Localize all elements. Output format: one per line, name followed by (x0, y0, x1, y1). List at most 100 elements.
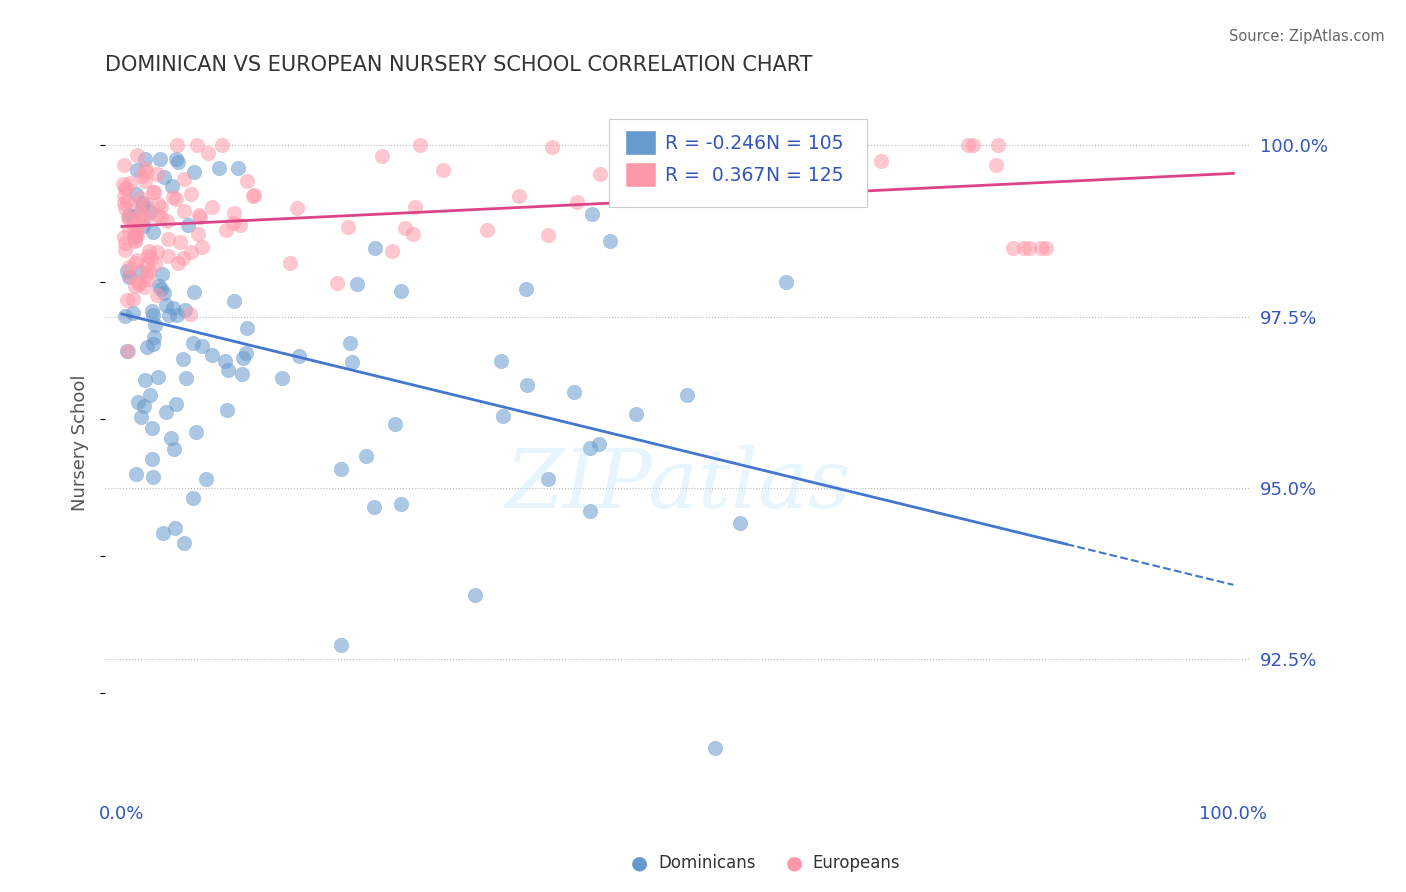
Point (162, 301, 184, 315)
Point (624, 407, 647, 421)
Point (537, 228, 560, 243)
Point (122, 210, 145, 224)
Point (117, 264, 139, 278)
Point (139, 387, 162, 401)
Point (125, 224, 148, 238)
Point (136, 210, 159, 224)
Point (156, 249, 179, 263)
Point (186, 138, 208, 153)
Point (845, 193, 868, 207)
Point (149, 152, 172, 166)
Point (134, 373, 156, 387)
Point (287, 201, 309, 215)
Point (132, 196, 155, 211)
Point (128, 191, 150, 205)
Point (515, 282, 537, 296)
Point (112, 158, 135, 172)
Point (115, 180, 138, 194)
Point (156, 214, 179, 228)
Point (129, 265, 152, 279)
Point (128, 196, 150, 211)
Point (218, 363, 240, 377)
Point (589, 167, 612, 181)
Point (135, 164, 157, 178)
Point (179, 307, 201, 321)
Point (236, 174, 259, 188)
Point (173, 536, 195, 550)
Point (146, 167, 169, 181)
Point (389, 284, 412, 298)
Point (127, 163, 149, 178)
Point (112, 196, 135, 211)
Point (188, 210, 211, 224)
Point (155, 405, 177, 419)
Point (128, 219, 150, 233)
Point (681, 145, 703, 159)
Point (870, 153, 893, 168)
Point (118, 212, 141, 227)
Point (278, 256, 301, 270)
Point (183, 165, 205, 179)
Point (139, 251, 162, 265)
Point (172, 351, 194, 366)
Point (177, 218, 200, 232)
Point (115, 343, 138, 358)
Point (346, 277, 368, 291)
Point (491, 353, 513, 368)
Point (111, 177, 134, 191)
Point (340, 355, 363, 369)
Point (125, 227, 148, 241)
Point (136, 249, 159, 263)
Point (186, 425, 208, 440)
Text: Dominicans: Dominicans (658, 855, 755, 872)
Point (128, 277, 150, 291)
Point (128, 275, 150, 289)
Point (508, 189, 530, 203)
Point (157, 308, 180, 322)
Point (124, 256, 146, 270)
Text: N = 125: N = 125 (766, 166, 844, 185)
Point (166, 308, 188, 322)
Point (1035, 241, 1057, 255)
Point (381, 244, 404, 259)
Point (131, 213, 153, 227)
Point (174, 302, 197, 317)
Point (142, 185, 165, 199)
Point (143, 318, 166, 333)
Point (229, 218, 252, 232)
Point (669, 184, 692, 198)
Point (215, 223, 238, 237)
Point (599, 234, 621, 248)
Point (148, 278, 170, 293)
Point (115, 194, 138, 208)
Point (540, 140, 562, 154)
Point (153, 170, 176, 185)
Point (134, 161, 156, 175)
Point (231, 367, 253, 381)
Point (1018, 241, 1040, 255)
Point (187, 227, 209, 241)
Point (181, 491, 204, 506)
FancyBboxPatch shape (609, 119, 866, 207)
Point (326, 276, 349, 290)
Point (117, 260, 139, 274)
Point (962, 138, 984, 153)
Point (201, 200, 224, 214)
Point (165, 397, 187, 411)
Point (120, 176, 142, 190)
Point (675, 388, 697, 402)
Point (114, 310, 136, 324)
Point (183, 285, 205, 300)
Point (136, 272, 159, 286)
Point (730, 516, 752, 530)
Point (125, 467, 148, 481)
Point (222, 206, 245, 220)
Point (150, 200, 173, 214)
Point (384, 417, 406, 431)
Point (131, 169, 153, 183)
Point (169, 235, 191, 250)
Point (165, 152, 187, 166)
Text: Europeans: Europeans (813, 855, 900, 872)
Point (187, 208, 209, 222)
Point (131, 199, 153, 213)
